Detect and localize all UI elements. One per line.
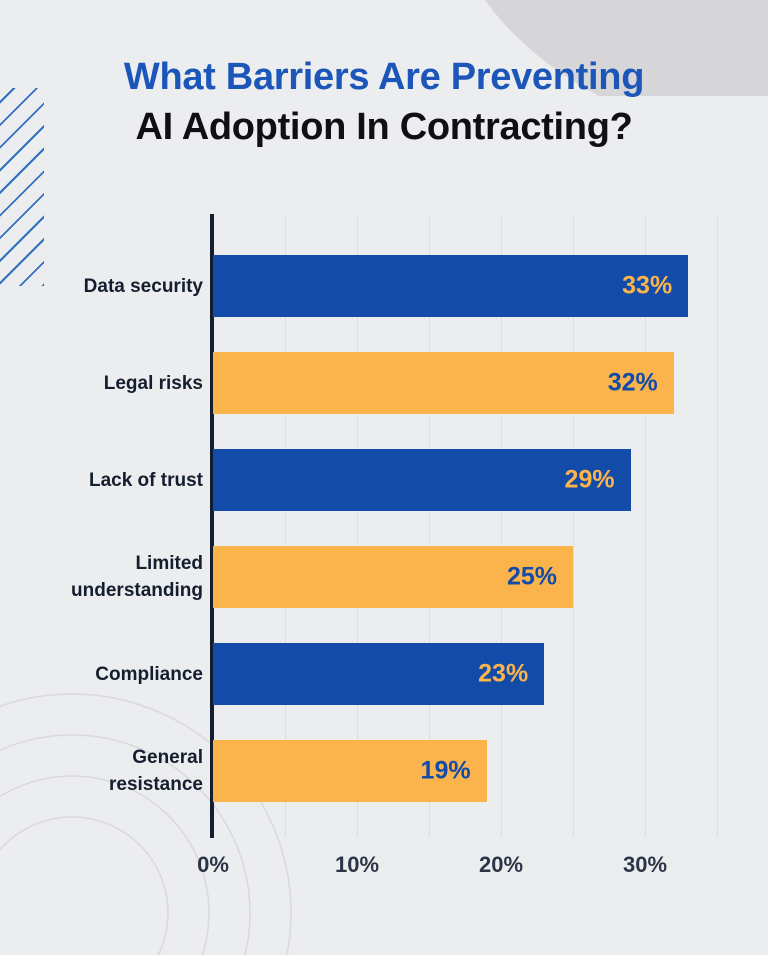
gridline-30 <box>645 215 646 837</box>
bar-row[interactable]: 29% <box>213 449 631 511</box>
gridline-35 <box>717 215 718 837</box>
x-tick-label-0: 0% <box>197 852 229 877</box>
gridline-10 <box>357 215 358 837</box>
gridline-20 <box>501 215 502 837</box>
bar-general-resistance[interactable] <box>213 740 487 802</box>
bar-value-label: 25% <box>506 562 557 591</box>
y-axis-line <box>210 214 214 838</box>
bar-value-label: 23% <box>478 659 529 688</box>
bar-row[interactable]: 32% <box>213 352 674 414</box>
chart-title: What Barriers Are Preventing AI Adoption… <box>0 52 768 152</box>
category-label-lack-of-trust: Lack of trust <box>88 469 203 491</box>
bar-value-label: 19% <box>420 756 471 785</box>
x-tick-label-10: 10% <box>334 852 380 877</box>
plot-gridlines <box>213 215 718 837</box>
bar-row[interactable]: 19% <box>213 740 487 802</box>
bar-lack-of-trust[interactable] <box>213 449 631 511</box>
bar-compliance[interactable] <box>213 643 545 705</box>
bar-legal-risks[interactable] <box>213 352 674 414</box>
bar-value-label: 33% <box>622 271 673 300</box>
gridline-25 <box>573 215 574 837</box>
category-label-compliance: Compliance <box>95 663 203 685</box>
bar-row[interactable]: 33% <box>213 255 689 317</box>
bar-value-label: 29% <box>564 465 615 494</box>
bar-row[interactable]: 25% <box>213 546 573 608</box>
bar-row[interactable]: 23% <box>213 643 545 705</box>
bar-limited-understanding[interactable] <box>213 546 573 608</box>
gridline-5 <box>285 215 286 837</box>
category-label-general-resistance: General resistance <box>108 747 203 795</box>
gridline-15 <box>429 215 430 837</box>
category-label-limited-understanding: Limited understanding <box>71 553 203 601</box>
bar-value-label: 32% <box>607 368 658 397</box>
chart-title-line-2: AI Adoption In Contracting? <box>135 106 633 148</box>
category-label-data-security: Data security <box>83 275 203 297</box>
x-tick-label-20: 20% <box>478 852 524 877</box>
chart-title-line-1: What Barriers Are Preventing <box>123 56 645 98</box>
bar-data-security[interactable] <box>213 255 689 317</box>
x-tick-label-30: 30% <box>622 852 668 877</box>
category-label-legal-risks: Legal risks <box>103 372 203 394</box>
